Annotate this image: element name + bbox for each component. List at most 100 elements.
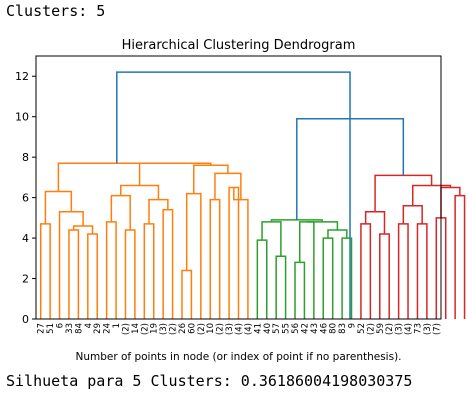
leaf-label: 6 bbox=[56, 323, 66, 328]
leaf-label: 55 bbox=[282, 323, 292, 334]
dendrogram-links bbox=[39, 71, 466, 319]
dendrogram-link bbox=[416, 223, 428, 319]
chart-title: Hierarchical Clustering Dendrogram bbox=[122, 38, 356, 53]
leaf-label: (3) bbox=[423, 323, 433, 335]
dendrogram-link bbox=[364, 211, 386, 235]
dendrogram-link bbox=[233, 187, 249, 319]
leaf-label: 80 bbox=[329, 323, 339, 334]
y-tick-label: 0 bbox=[22, 313, 29, 326]
dendrogram-link bbox=[181, 269, 193, 319]
leaf-label: 59 bbox=[376, 323, 386, 334]
leaf-label: 29 bbox=[93, 323, 103, 334]
dendrogram-link bbox=[228, 186, 240, 319]
y-tick-label: 12 bbox=[15, 70, 29, 83]
y-tick-label: 2 bbox=[22, 273, 29, 286]
dendrogram-link bbox=[275, 255, 287, 319]
plot-frame bbox=[35, 55, 442, 320]
x-axis-label: Number of points in node (or index of po… bbox=[75, 351, 401, 363]
dendrogram-link bbox=[411, 184, 452, 206]
dendrogram-link bbox=[327, 229, 348, 239]
leaf-label: 1 bbox=[112, 323, 122, 328]
dendrogram-link bbox=[209, 198, 221, 319]
dendrogram-link bbox=[374, 174, 433, 212]
leaf-label: 19 bbox=[150, 323, 160, 334]
dendrogram-link bbox=[402, 204, 423, 224]
leaf-label: (3) bbox=[159, 323, 169, 335]
dendrogram-link bbox=[105, 221, 117, 319]
dendrogram-link bbox=[294, 261, 306, 319]
leaf-label: 9 bbox=[348, 323, 358, 328]
dendrogram-link bbox=[298, 221, 315, 319]
dendrogram-link bbox=[379, 233, 390, 319]
leaf-label: (2) bbox=[140, 323, 150, 335]
dendrogram-link bbox=[162, 209, 174, 319]
leaf-label: 51 bbox=[46, 323, 56, 334]
dendrogram-link bbox=[360, 223, 372, 319]
dendrogram-link bbox=[148, 198, 169, 224]
leaf-label: (2) bbox=[366, 323, 376, 335]
leaf-label: (2) bbox=[216, 323, 226, 335]
leaf-label: 57 bbox=[272, 323, 282, 334]
dendrogram-link bbox=[68, 229, 80, 319]
leaf-label: 14 bbox=[131, 323, 141, 334]
leaf-label: 46 bbox=[319, 323, 329, 334]
leaf-label: 41 bbox=[253, 323, 263, 334]
dendrogram-link bbox=[57, 162, 176, 192]
dendrogram-link bbox=[341, 237, 353, 319]
leaf-label: 24 bbox=[103, 323, 113, 334]
y-tick-label: 8 bbox=[22, 151, 29, 164]
leaf-label: 83 bbox=[338, 323, 348, 334]
leaf-label: (2) bbox=[385, 323, 395, 335]
dendrogram-link bbox=[185, 192, 202, 319]
leaf-label: 26 bbox=[178, 323, 188, 334]
y-axis-ticks: 0 2 4 6 8 10 12 bbox=[15, 70, 36, 326]
leaf-label: 40 bbox=[263, 323, 273, 334]
leaf-label: 33 bbox=[65, 323, 75, 334]
leaf-label: (4) bbox=[404, 323, 414, 335]
dendrogram-link bbox=[193, 164, 229, 194]
leaf-label: (3) bbox=[395, 323, 405, 335]
clusters-count-text: Clusters: 5 bbox=[6, 2, 106, 20]
dendrogram-link bbox=[256, 239, 268, 319]
y-tick-label: 4 bbox=[22, 232, 29, 245]
dendrogram-link bbox=[440, 186, 461, 218]
dendrogram-link bbox=[138, 162, 212, 186]
dendrogram-link bbox=[44, 190, 73, 224]
dendrogram-link bbox=[116, 71, 351, 319]
dendrogram-link bbox=[397, 223, 409, 319]
dendrogram-link bbox=[214, 172, 242, 200]
dendrogram-link bbox=[120, 184, 160, 200]
leaf-label: (2) bbox=[169, 323, 179, 335]
dendrogram-link bbox=[143, 223, 155, 319]
leaf-label: 73 bbox=[413, 323, 423, 334]
leaf-label: (7) bbox=[432, 323, 442, 335]
leaf-label: 10 bbox=[206, 323, 216, 334]
leaf-label: (3) bbox=[225, 323, 235, 335]
leaf-label: 43 bbox=[310, 323, 320, 334]
y-tick-label: 10 bbox=[15, 111, 29, 124]
dendrogram-link bbox=[124, 229, 136, 319]
leaf-label: 56 bbox=[291, 323, 301, 334]
leaf-label: 42 bbox=[300, 323, 310, 334]
leaf-label: 84 bbox=[74, 323, 84, 334]
leaf-label: (2) bbox=[197, 323, 207, 335]
dendrogram-link bbox=[454, 194, 466, 319]
leaf-label: 27 bbox=[37, 323, 47, 334]
leaf-label: 52 bbox=[357, 323, 367, 334]
dendrogram-link bbox=[306, 221, 339, 230]
leaf-label: (2) bbox=[121, 323, 131, 335]
y-tick-label: 6 bbox=[22, 192, 29, 205]
silhouette-score-text: Silhueta para 5 Clusters: 0.361860041980… bbox=[6, 372, 413, 390]
leaf-label: 4 bbox=[84, 323, 94, 328]
dendrogram-link bbox=[39, 223, 51, 319]
dendrogram-link bbox=[322, 237, 334, 319]
x-axis-ticks: 27 51 6 33 84 4 29 24 1 (2) 14 (2) 19 (3) (2) 26 60 (2) 10… bbox=[37, 323, 443, 335]
dendrogram-link bbox=[87, 233, 98, 319]
leaf-label: (4) bbox=[235, 323, 245, 335]
leaf-label: 60 bbox=[187, 323, 197, 334]
leaf-label: (4) bbox=[244, 323, 254, 335]
dendrogram-link bbox=[110, 194, 131, 230]
dendrogram-link bbox=[261, 221, 282, 257]
dendrogram-link bbox=[58, 211, 84, 319]
